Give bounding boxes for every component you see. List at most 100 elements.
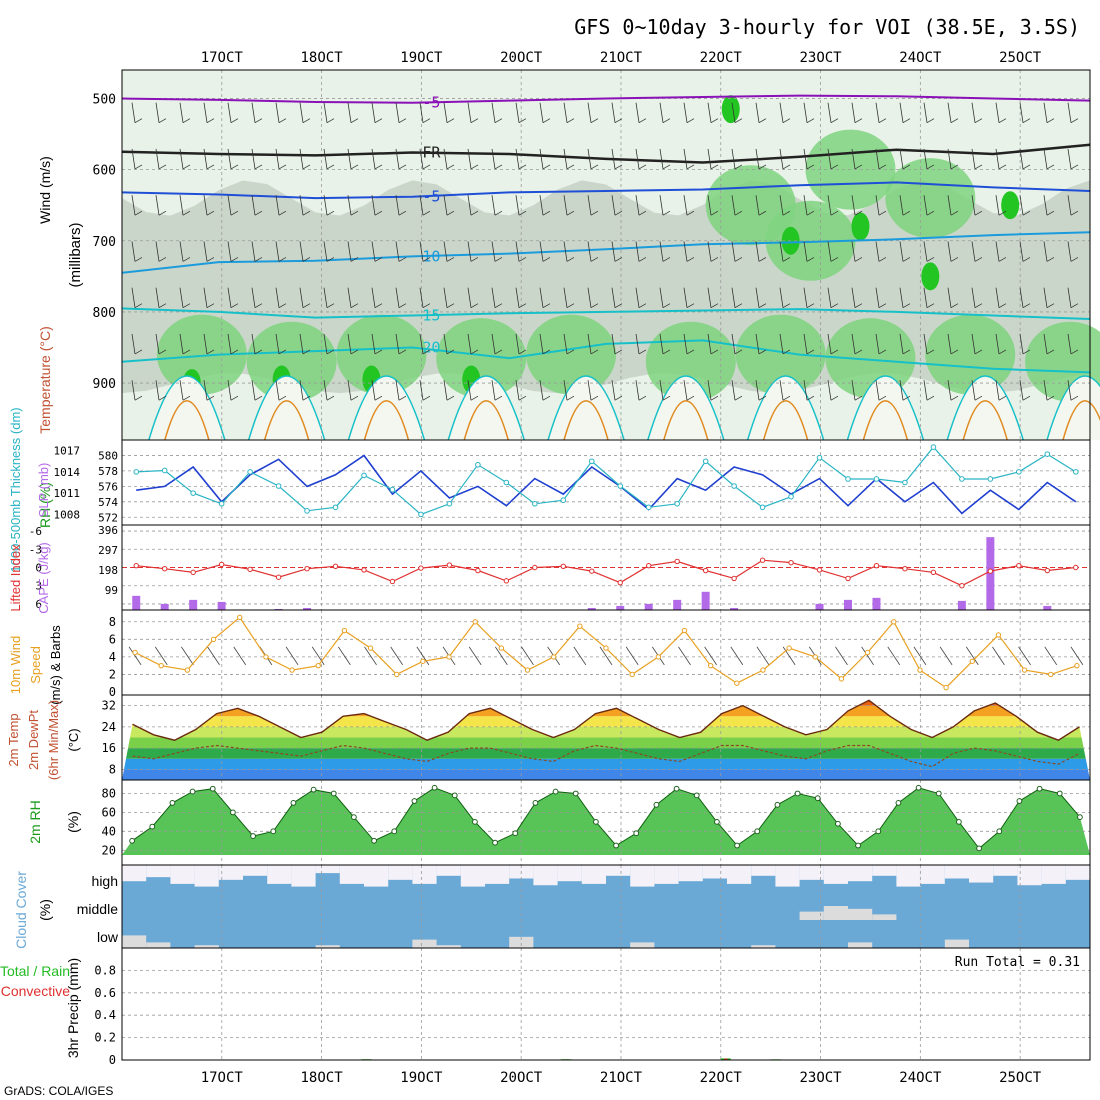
wind-barb-flag (926, 349, 935, 355)
rh2m-area (122, 787, 1090, 855)
wind-barb (419, 148, 424, 170)
wind-barb (1019, 195, 1024, 216)
cloud-high-gap (678, 865, 703, 882)
wind-barb (803, 333, 808, 355)
cape-bar (701, 591, 710, 610)
cape-tick: 198 (98, 564, 118, 577)
wind-barb-flag (806, 118, 815, 124)
wind-barb-flag (1046, 303, 1055, 309)
wind-barb-flag (830, 164, 839, 170)
wind-barb (299, 148, 304, 170)
wind-barb (539, 287, 544, 308)
wind-barb-flag (806, 349, 815, 355)
rh2m-marker (250, 833, 256, 839)
rh-green-blob (735, 314, 826, 395)
cape-bar (872, 597, 881, 610)
slp-tick: 1014 (54, 466, 81, 479)
wind-barb-flag (374, 303, 383, 309)
wind-barb (179, 380, 184, 401)
wind-barb-flag (254, 257, 263, 262)
precip-tick: 0.6 (94, 986, 116, 1000)
top-date-axis: 17OCT 18OCT 19OCT 20OCT 21OCT 22OCT 23OCT 24OCT… (201, 50, 1100, 66)
wind10m-marker (995, 632, 1002, 638)
wind-barb-flag (998, 210, 1007, 216)
wind-barb (731, 102, 736, 123)
wind-barb-flag (662, 210, 671, 216)
rh2m-marker (552, 788, 559, 795)
wind-barb-flag (542, 303, 551, 309)
slp-marker (218, 500, 225, 507)
lifted-index-tick: -3 (29, 543, 42, 556)
wind-barb (467, 102, 472, 123)
rh2m-marker (855, 842, 861, 849)
rh2m-marker (129, 837, 135, 844)
wind-barb (563, 287, 568, 308)
wind-barb (683, 195, 688, 216)
wind-barb (251, 241, 256, 262)
rh2m-marker (633, 830, 640, 837)
wind10m-label-c: (m/s) & Barbs (48, 625, 63, 705)
wind-barb (923, 333, 928, 355)
wind-barb (659, 195, 664, 216)
temp2m-unit: (°C) (66, 728, 81, 751)
wind-barb-flag (854, 257, 863, 262)
wind-barb-flag (614, 303, 623, 309)
wind-barb (827, 195, 832, 216)
wind-barb-flag (470, 257, 479, 262)
wind-barb (563, 102, 568, 123)
wind10m-marker (707, 662, 714, 669)
wind-barb-flag (566, 349, 575, 355)
wind-barb (371, 102, 376, 123)
cloud-level-label: high (92, 873, 118, 889)
temp2m-tick: 8 (109, 762, 116, 776)
rh2m-marker (935, 790, 942, 797)
rh2m-marker (714, 818, 720, 825)
wind-barb (947, 287, 952, 308)
wind-barb (731, 333, 736, 355)
wind-barb-flag (1022, 257, 1031, 262)
wind-barb (875, 195, 880, 216)
wind-barb (707, 380, 712, 401)
lifted-index-tick: 6 (35, 598, 42, 611)
wind-barb-flag (854, 349, 863, 355)
cloud-high-gap (194, 865, 219, 887)
wind-barb-flag (566, 118, 575, 124)
wind-barb (515, 148, 520, 170)
rh2m-marker (1016, 798, 1023, 804)
wind-barb (371, 380, 376, 401)
wind-barb (875, 148, 880, 170)
wind-barb (275, 380, 280, 401)
wind-barb-flag (518, 349, 527, 355)
temp2m-label-a: 2m Temp (6, 713, 21, 766)
cloud-level-label: low (97, 929, 119, 945)
cloud-unit: (%) (37, 899, 53, 921)
wind-barb (155, 241, 160, 262)
diurnal-arch-warm (363, 400, 410, 441)
wind-barb-flag (734, 395, 743, 401)
wind-barb-flag (422, 210, 431, 216)
wind-barb-flag (1022, 164, 1031, 170)
rh2m-panel: 80 60 40 20 (102, 779, 1091, 866)
wind10m-marker (132, 649, 138, 656)
rh2m-marker (169, 800, 176, 806)
lifted-index-label: Lifted Index (8, 544, 23, 612)
wind-barb-flag (278, 395, 287, 401)
wind10m-barb (678, 646, 691, 666)
wind-barb (803, 102, 808, 123)
wind-barb (851, 148, 856, 170)
wind-barb (251, 380, 256, 401)
wind-barb-flag (854, 164, 863, 170)
wind-barb-flag (350, 118, 359, 124)
slp-marker (731, 483, 737, 489)
wind-barb (755, 102, 760, 123)
wind10m-marker (1074, 662, 1080, 669)
temperature-contour (121, 307, 1091, 320)
wind-barb-flag (878, 303, 887, 309)
wind-barb-flag (830, 210, 839, 216)
cloud-high-gap (920, 865, 945, 884)
wind-barb (707, 287, 712, 308)
wind-barb (275, 148, 280, 170)
wind-barb (827, 241, 832, 262)
cloud-gap (751, 945, 776, 948)
wind-barb-flag (614, 210, 623, 216)
